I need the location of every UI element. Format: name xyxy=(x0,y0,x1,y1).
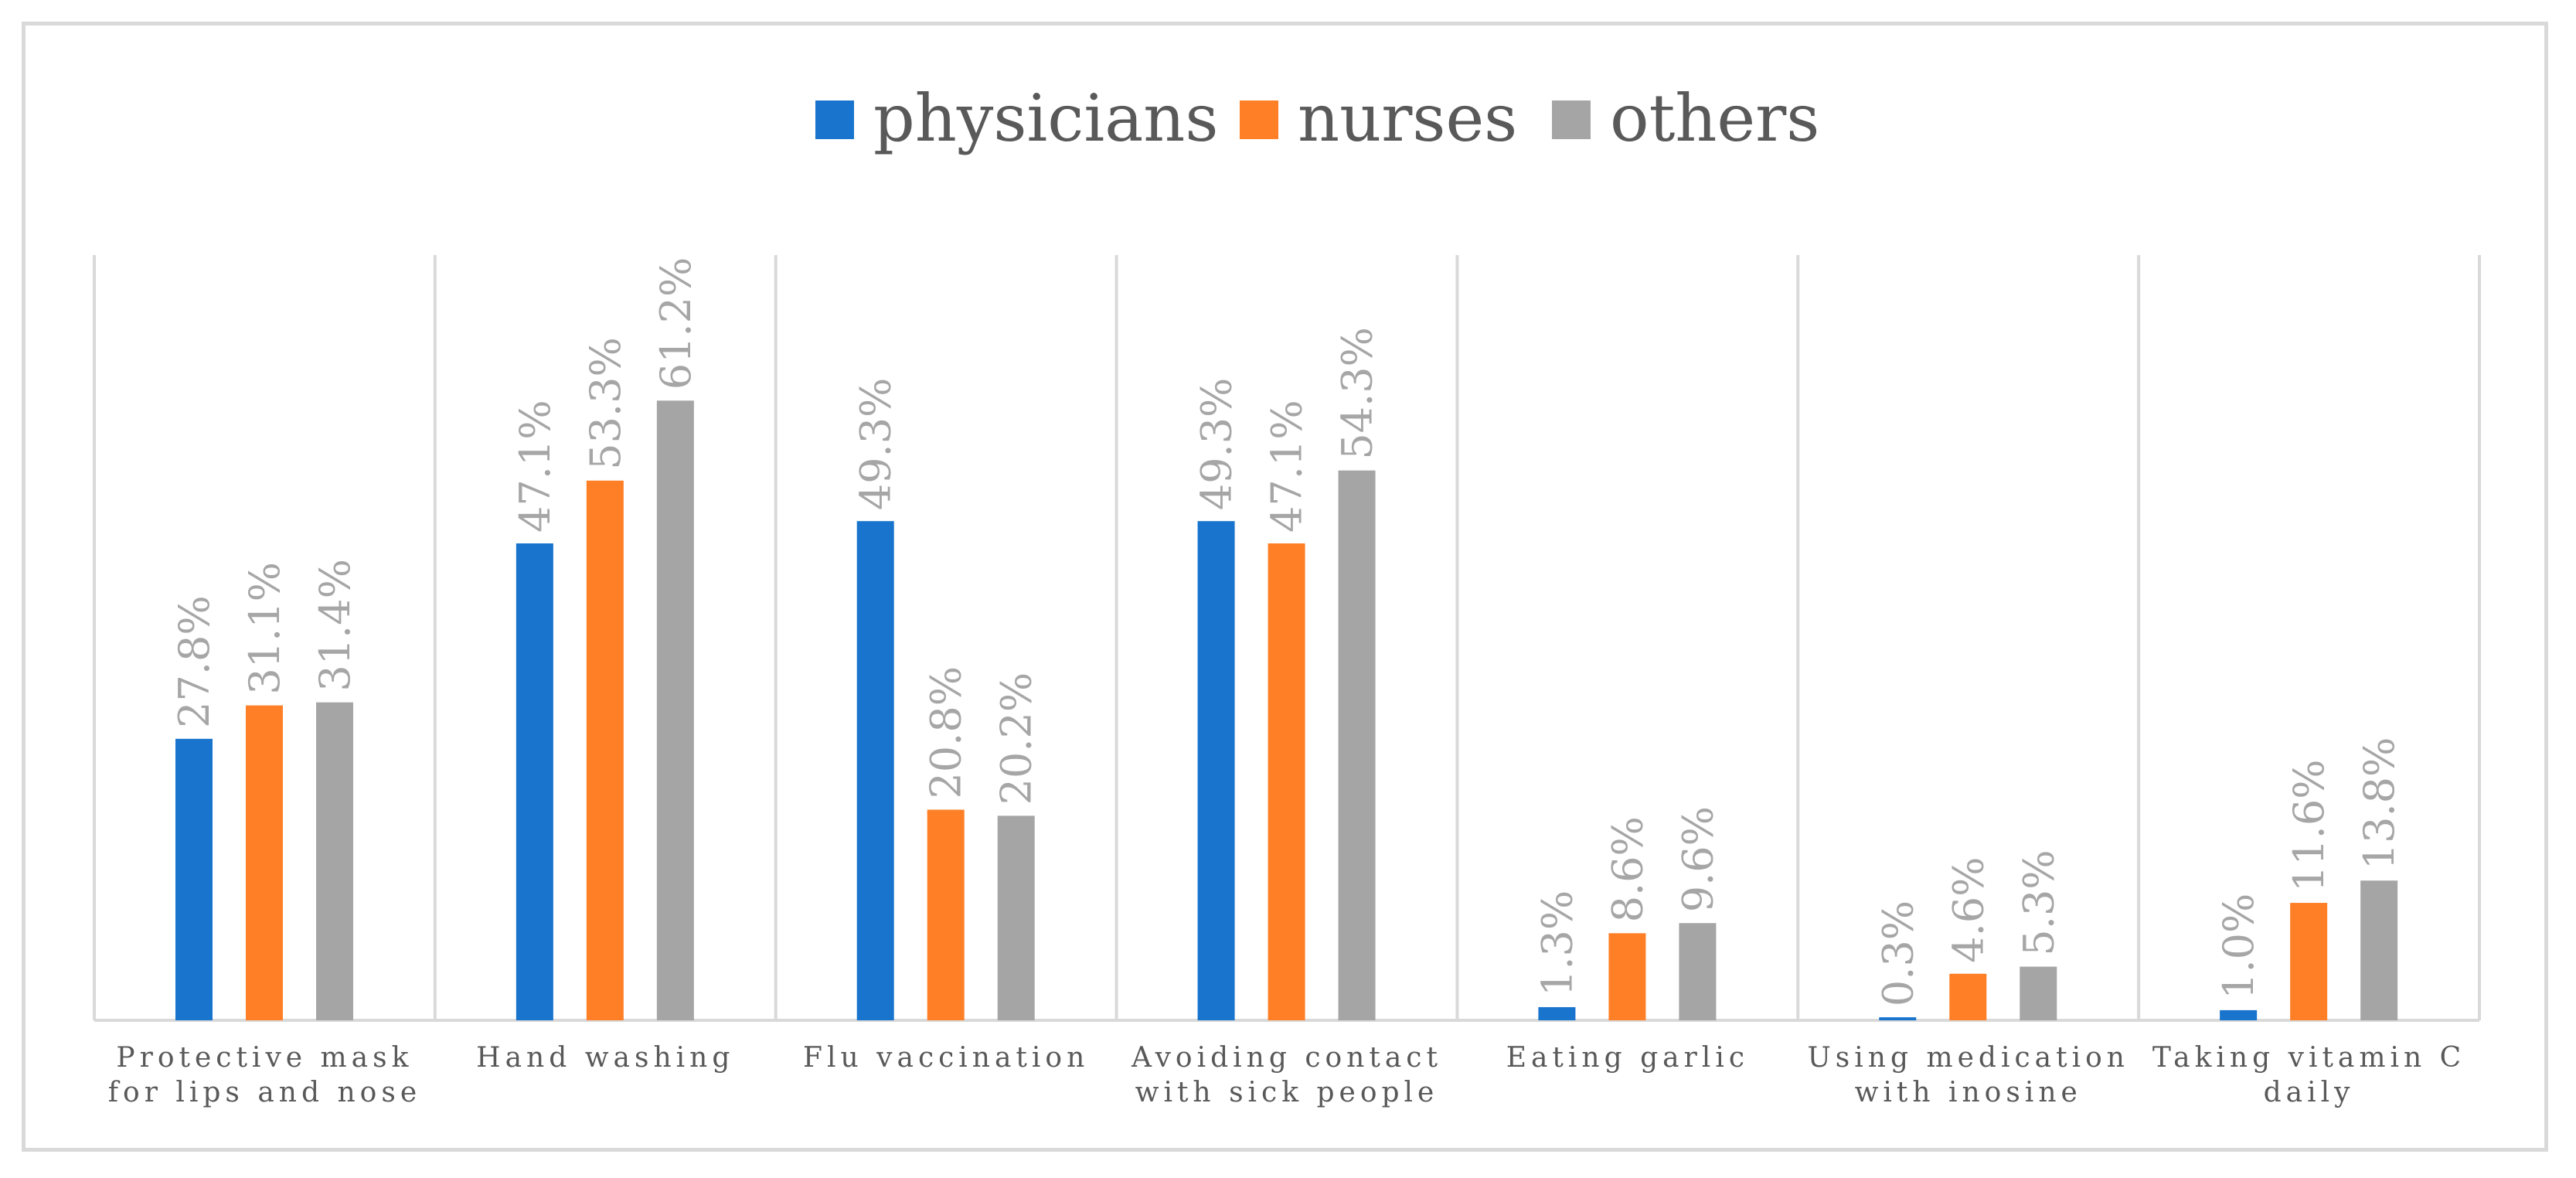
legend-swatch-physicians xyxy=(815,100,854,139)
bar-nurses-4 xyxy=(1268,543,1305,1020)
legend: physicians nurses others xyxy=(815,80,1819,156)
bar-nurses-6 xyxy=(1949,973,1987,1020)
bar-others-4 xyxy=(1338,470,1376,1020)
value-label-nurses-2: 53.3% xyxy=(581,337,630,470)
category-label-4: Avoiding contact xyxy=(1131,1042,1442,1074)
category-label-4: with sick people xyxy=(1135,1077,1439,1108)
legend-swatch-others xyxy=(1552,100,1591,139)
value-label-nurses-1: 31.1% xyxy=(240,562,289,695)
category-label-2: Hand washing xyxy=(476,1042,734,1074)
legend-label-others: others xyxy=(1610,80,1819,156)
value-label-others-7: 13.8% xyxy=(2355,737,2404,870)
value-label-others-3: 20.2% xyxy=(992,672,1041,805)
bars xyxy=(175,400,2398,1020)
value-label-physicians-5: 1.3% xyxy=(1533,890,1581,996)
value-label-physicians-1: 27.8% xyxy=(170,595,219,728)
category-label-1: Protective mask xyxy=(116,1042,413,1074)
value-label-nurses-6: 4.6% xyxy=(1944,857,1992,963)
value-label-nurses-7: 11.6% xyxy=(2285,759,2333,892)
bar-physicians-2 xyxy=(516,543,553,1020)
bar-nurses-5 xyxy=(1608,933,1646,1020)
bar-others-6 xyxy=(2020,966,2057,1020)
legend-label-physicians: physicians xyxy=(873,80,1219,156)
value-label-physicians-4: 49.3% xyxy=(1193,378,1241,511)
bar-others-3 xyxy=(997,815,1035,1020)
bar-others-5 xyxy=(1679,923,1717,1020)
value-label-others-5: 9.6% xyxy=(1673,806,1722,912)
category-label-5: Eating garlic xyxy=(1506,1042,1749,1074)
legend-label-nurses: nurses xyxy=(1298,80,1517,156)
value-label-physicians-7: 1.0% xyxy=(2214,894,2263,999)
bar-nurses-3 xyxy=(927,809,965,1020)
bar-physicians-7 xyxy=(2220,1009,2258,1020)
category-label-6: with inosine xyxy=(1855,1077,2082,1108)
bar-others-2 xyxy=(656,400,694,1020)
category-label-3: Flu vaccination xyxy=(803,1042,1089,1074)
value-label-nurses-5: 8.6% xyxy=(1603,816,1652,922)
value-label-others-1: 31.4% xyxy=(311,559,359,692)
bar-physicians-1 xyxy=(175,738,213,1020)
value-labels: 27.8% 31.1% 31.4% 47.1% 53.3% 61.2% 49.3% 20.8%… xyxy=(170,257,2404,1006)
value-label-physicians-2: 47.1% xyxy=(511,400,560,533)
bar-physicians-3 xyxy=(856,521,894,1020)
bar-others-7 xyxy=(2360,880,2398,1020)
value-label-nurses-4: 47.1% xyxy=(1263,400,1312,533)
bar-physicians-4 xyxy=(1197,521,1235,1020)
bar-nurses-1 xyxy=(246,705,283,1020)
category-label-7: Taking vitamin C xyxy=(2152,1042,2465,1074)
bar-others-1 xyxy=(316,702,353,1020)
value-label-physicians-3: 49.3% xyxy=(852,378,900,511)
bar-nurses-2 xyxy=(586,480,624,1020)
value-label-others-4: 54.3% xyxy=(1333,327,1382,460)
value-label-others-2: 61.2% xyxy=(652,257,700,390)
category-label-1: for lips and nose xyxy=(108,1077,421,1108)
value-label-nurses-3: 20.8% xyxy=(922,666,971,799)
category-label-7: daily xyxy=(2264,1077,2355,1108)
bar-nurses-7 xyxy=(2290,903,2328,1020)
value-label-others-6: 5.3% xyxy=(2014,849,2063,955)
legend-swatch-nurses xyxy=(1240,100,1278,139)
value-label-physicians-6: 0.3% xyxy=(1873,901,1922,1006)
bar-physicians-6 xyxy=(1879,1017,1917,1020)
bar-physicians-5 xyxy=(1538,1006,1576,1020)
category-label-6: Using medication xyxy=(1807,1042,2129,1074)
